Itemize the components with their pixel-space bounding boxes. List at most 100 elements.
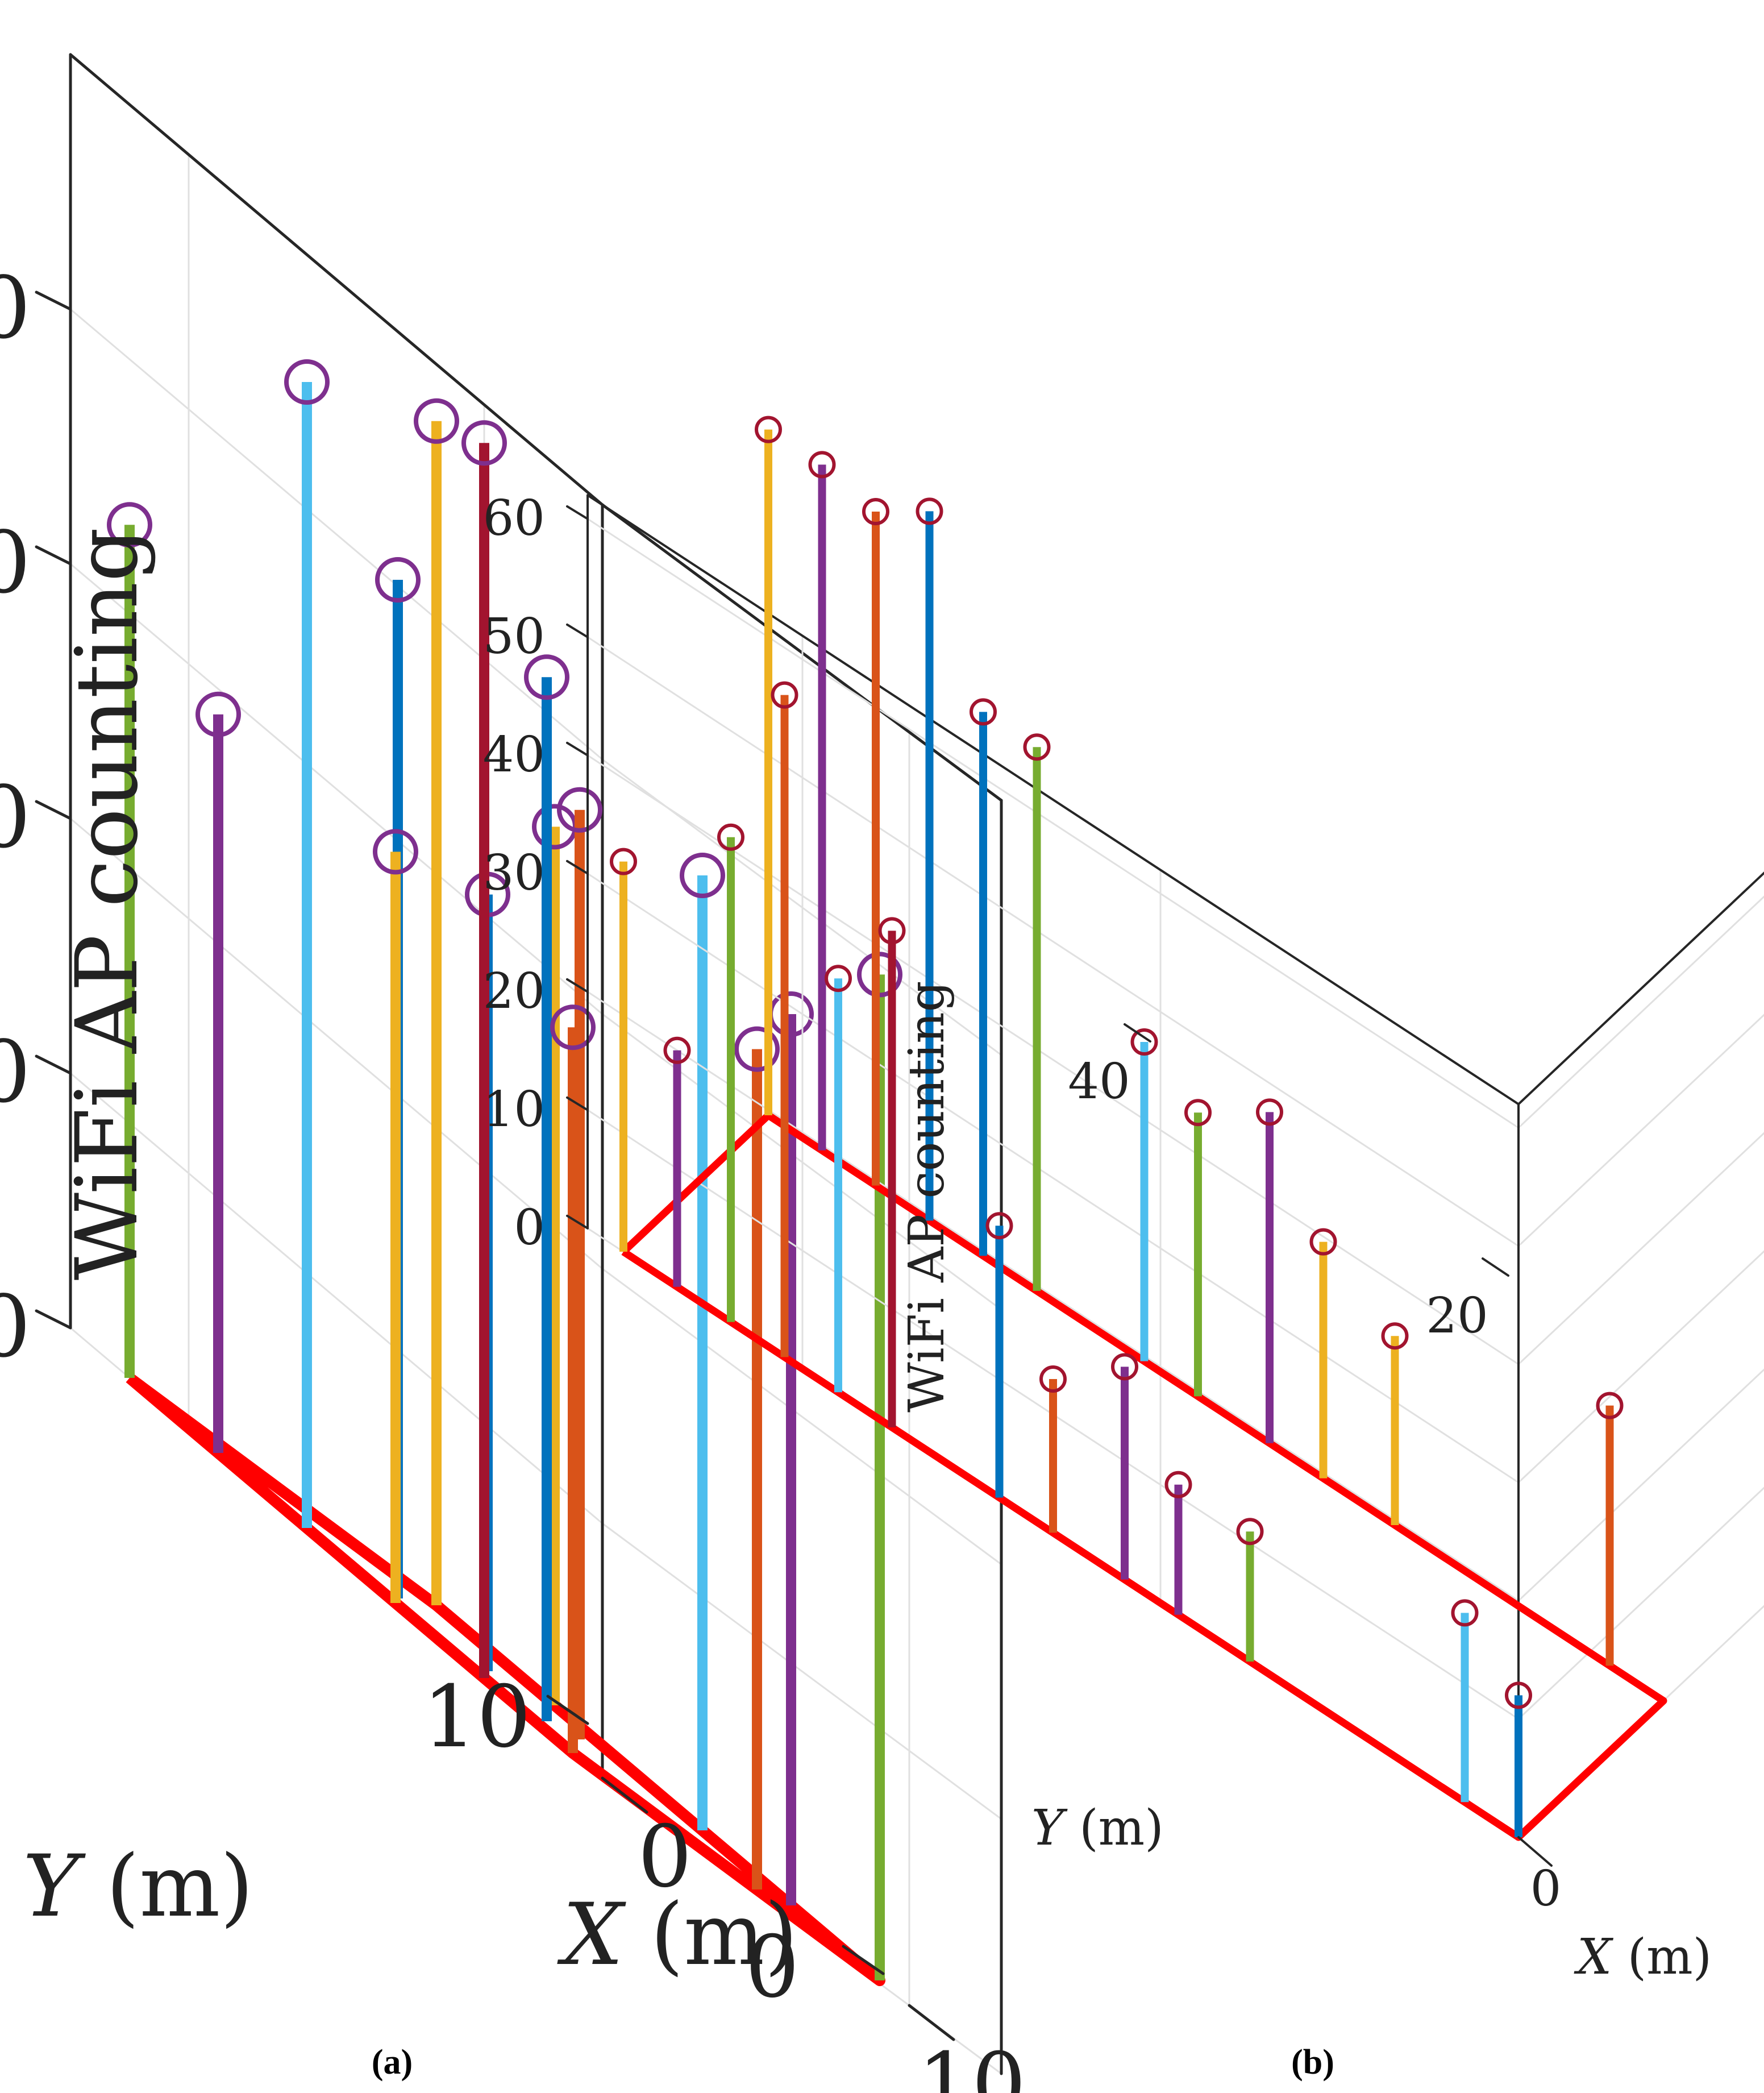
chart-b-z-axis-label: WiFi AP counting	[898, 981, 955, 1412]
z-tick-mark	[566, 505, 589, 520]
gridline	[586, 873, 1520, 1484]
stem-marker-23	[1381, 1322, 1409, 1350]
stem-marker-4	[461, 420, 507, 466]
axis-edge	[1517, 871, 1764, 1106]
gridline	[69, 308, 604, 761]
stem-marker-21	[1256, 1098, 1283, 1126]
z-tick-mark	[566, 741, 589, 757]
z-tick-mark	[566, 1214, 589, 1230]
gridline	[69, 563, 604, 1015]
stem-marker-6	[375, 557, 421, 603]
x-tick-label: 0	[1530, 1861, 1562, 1917]
z-tick-label: 40	[483, 726, 545, 783]
stem-marker-12	[1505, 1681, 1532, 1709]
x-tick-mark	[601, 1776, 648, 1814]
z-tick-label: 0	[0, 1278, 31, 1377]
z-tick-mark	[566, 859, 589, 875]
stem-marker-13	[755, 416, 782, 443]
chart-b-y-axis-label: Y (m)	[1031, 1800, 1164, 1857]
chart-a-stems	[107, 359, 902, 1980]
chart-a-box	[69, 53, 1003, 2075]
walk-path	[621, 1111, 1667, 1841]
z-tick-label: 30	[483, 845, 545, 902]
stem-marker-3	[373, 829, 418, 875]
z-tick-mark	[35, 545, 72, 566]
chart-b-y-axis-unit: (m)	[1064, 1800, 1164, 1857]
stem-marker-1	[663, 1036, 691, 1064]
z-tick-label: 10	[483, 1081, 545, 1138]
caption-a: (a)	[372, 2043, 413, 2082]
stem-marker-0	[610, 848, 637, 875]
gridline	[601, 1268, 1002, 1565]
stem-marker-6	[985, 1212, 1013, 1240]
stem-marker-11	[414, 398, 459, 444]
axis-edge	[586, 494, 1520, 1106]
chart-b-path	[621, 1111, 1667, 1841]
chart-b-stems	[610, 416, 1624, 1837]
stem-marker-1	[195, 691, 241, 737]
stem-marker-9	[557, 787, 602, 833]
gridline	[601, 1522, 1002, 1820]
caption-b: (b)	[1291, 2043, 1334, 2082]
stem-marker-14	[808, 451, 836, 479]
gridline	[1517, 1014, 1764, 1247]
stem-marker-16	[916, 497, 943, 525]
x-tick-label: 10	[918, 2035, 1026, 2093]
z-tick-label: 0	[514, 1199, 545, 1256]
gridline	[586, 991, 1520, 1602]
z-tick-mark	[566, 978, 589, 993]
gridline	[1517, 1605, 1764, 1838]
z-tick-label: 20	[0, 1023, 31, 1122]
z-tick-mark	[35, 800, 72, 820]
stem-marker-20	[1184, 1099, 1212, 1127]
stem-marker-7	[1039, 1365, 1067, 1393]
gridline	[1517, 1486, 1764, 1720]
gridline	[69, 1072, 604, 1525]
chart-a-ticks: 0 20 40 60 80 0 10 0 10	[0, 259, 1026, 2093]
gridline	[586, 636, 1520, 1247]
y-tick-label: 0	[745, 1918, 799, 2017]
z-tick-label: 80	[0, 259, 31, 358]
y-tick-mark	[842, 1945, 885, 1975]
stem-marker-3	[771, 681, 798, 709]
stem-marker-8	[524, 654, 569, 700]
stem-marker-22	[1309, 1228, 1337, 1256]
y-tick-label: 20	[1426, 1288, 1488, 1344]
gridline	[1517, 1250, 1764, 1484]
stem-marker-0	[107, 502, 152, 548]
chart-b-box	[586, 494, 1764, 1838]
gridline	[1517, 1132, 1764, 1365]
stem-marker-13	[680, 853, 725, 898]
gridline	[1517, 895, 1764, 1129]
chart-a-x-axis-label: X (m)	[557, 1886, 798, 1984]
chart-a-y-axis-unit: (m)	[79, 1837, 253, 1936]
z-tick-mark	[566, 623, 589, 638]
stem-marker-17	[970, 698, 997, 726]
y-tick-mark	[546, 1695, 589, 1725]
z-tick-mark	[35, 1054, 72, 1075]
y-tick-label: 40	[1068, 1053, 1130, 1110]
chart-b-x-axis-unit: (m)	[1612, 1929, 1712, 1986]
chart-b-x-axis-label: X (m)	[1574, 1929, 1712, 1986]
stem-marker-5	[550, 1004, 596, 1050]
axis-edge	[69, 53, 604, 506]
gridline	[69, 817, 604, 1270]
z-tick-mark	[566, 1096, 589, 1111]
x-tick-mark	[908, 2004, 955, 2041]
chart-b: 010203040506002040010 WiFi AP counting Y…	[483, 416, 1764, 2082]
y-tick-mark	[1124, 1023, 1151, 1043]
stem-marker-19	[1130, 1028, 1158, 1056]
stem-marker-15	[862, 498, 889, 525]
stem-marker-5	[878, 917, 906, 945]
gridline	[1517, 1368, 1764, 1602]
stem-marker-8	[1111, 1353, 1138, 1381]
z-tick-mark	[35, 1309, 72, 1330]
z-tick-label: 60	[0, 514, 31, 613]
gridline	[586, 754, 1520, 1365]
chart-b-ticks: 010203040506002040010	[483, 490, 1562, 1917]
stem-marker-10	[1236, 1518, 1264, 1546]
y-tick-mark	[1482, 1257, 1509, 1277]
stem-marker-4	[825, 965, 852, 992]
y-tick-label: 10	[423, 1668, 531, 1767]
